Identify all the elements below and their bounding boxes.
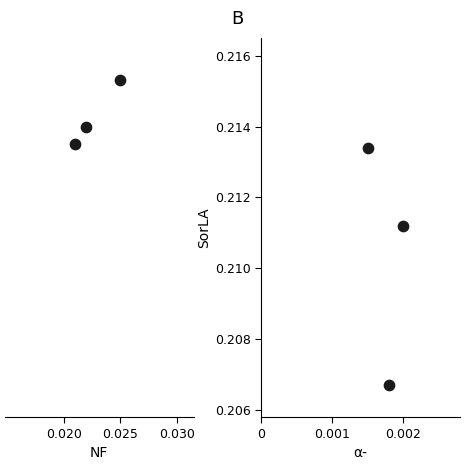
Text: B: B bbox=[232, 10, 244, 28]
Point bbox=[385, 382, 393, 389]
X-axis label: α-: α- bbox=[354, 446, 368, 460]
Point bbox=[71, 140, 79, 148]
Point bbox=[364, 144, 372, 152]
X-axis label: NF: NF bbox=[90, 446, 109, 460]
Point bbox=[399, 222, 407, 229]
Point bbox=[116, 77, 124, 84]
Y-axis label: SorLA: SorLA bbox=[197, 207, 211, 248]
Point bbox=[82, 123, 90, 130]
